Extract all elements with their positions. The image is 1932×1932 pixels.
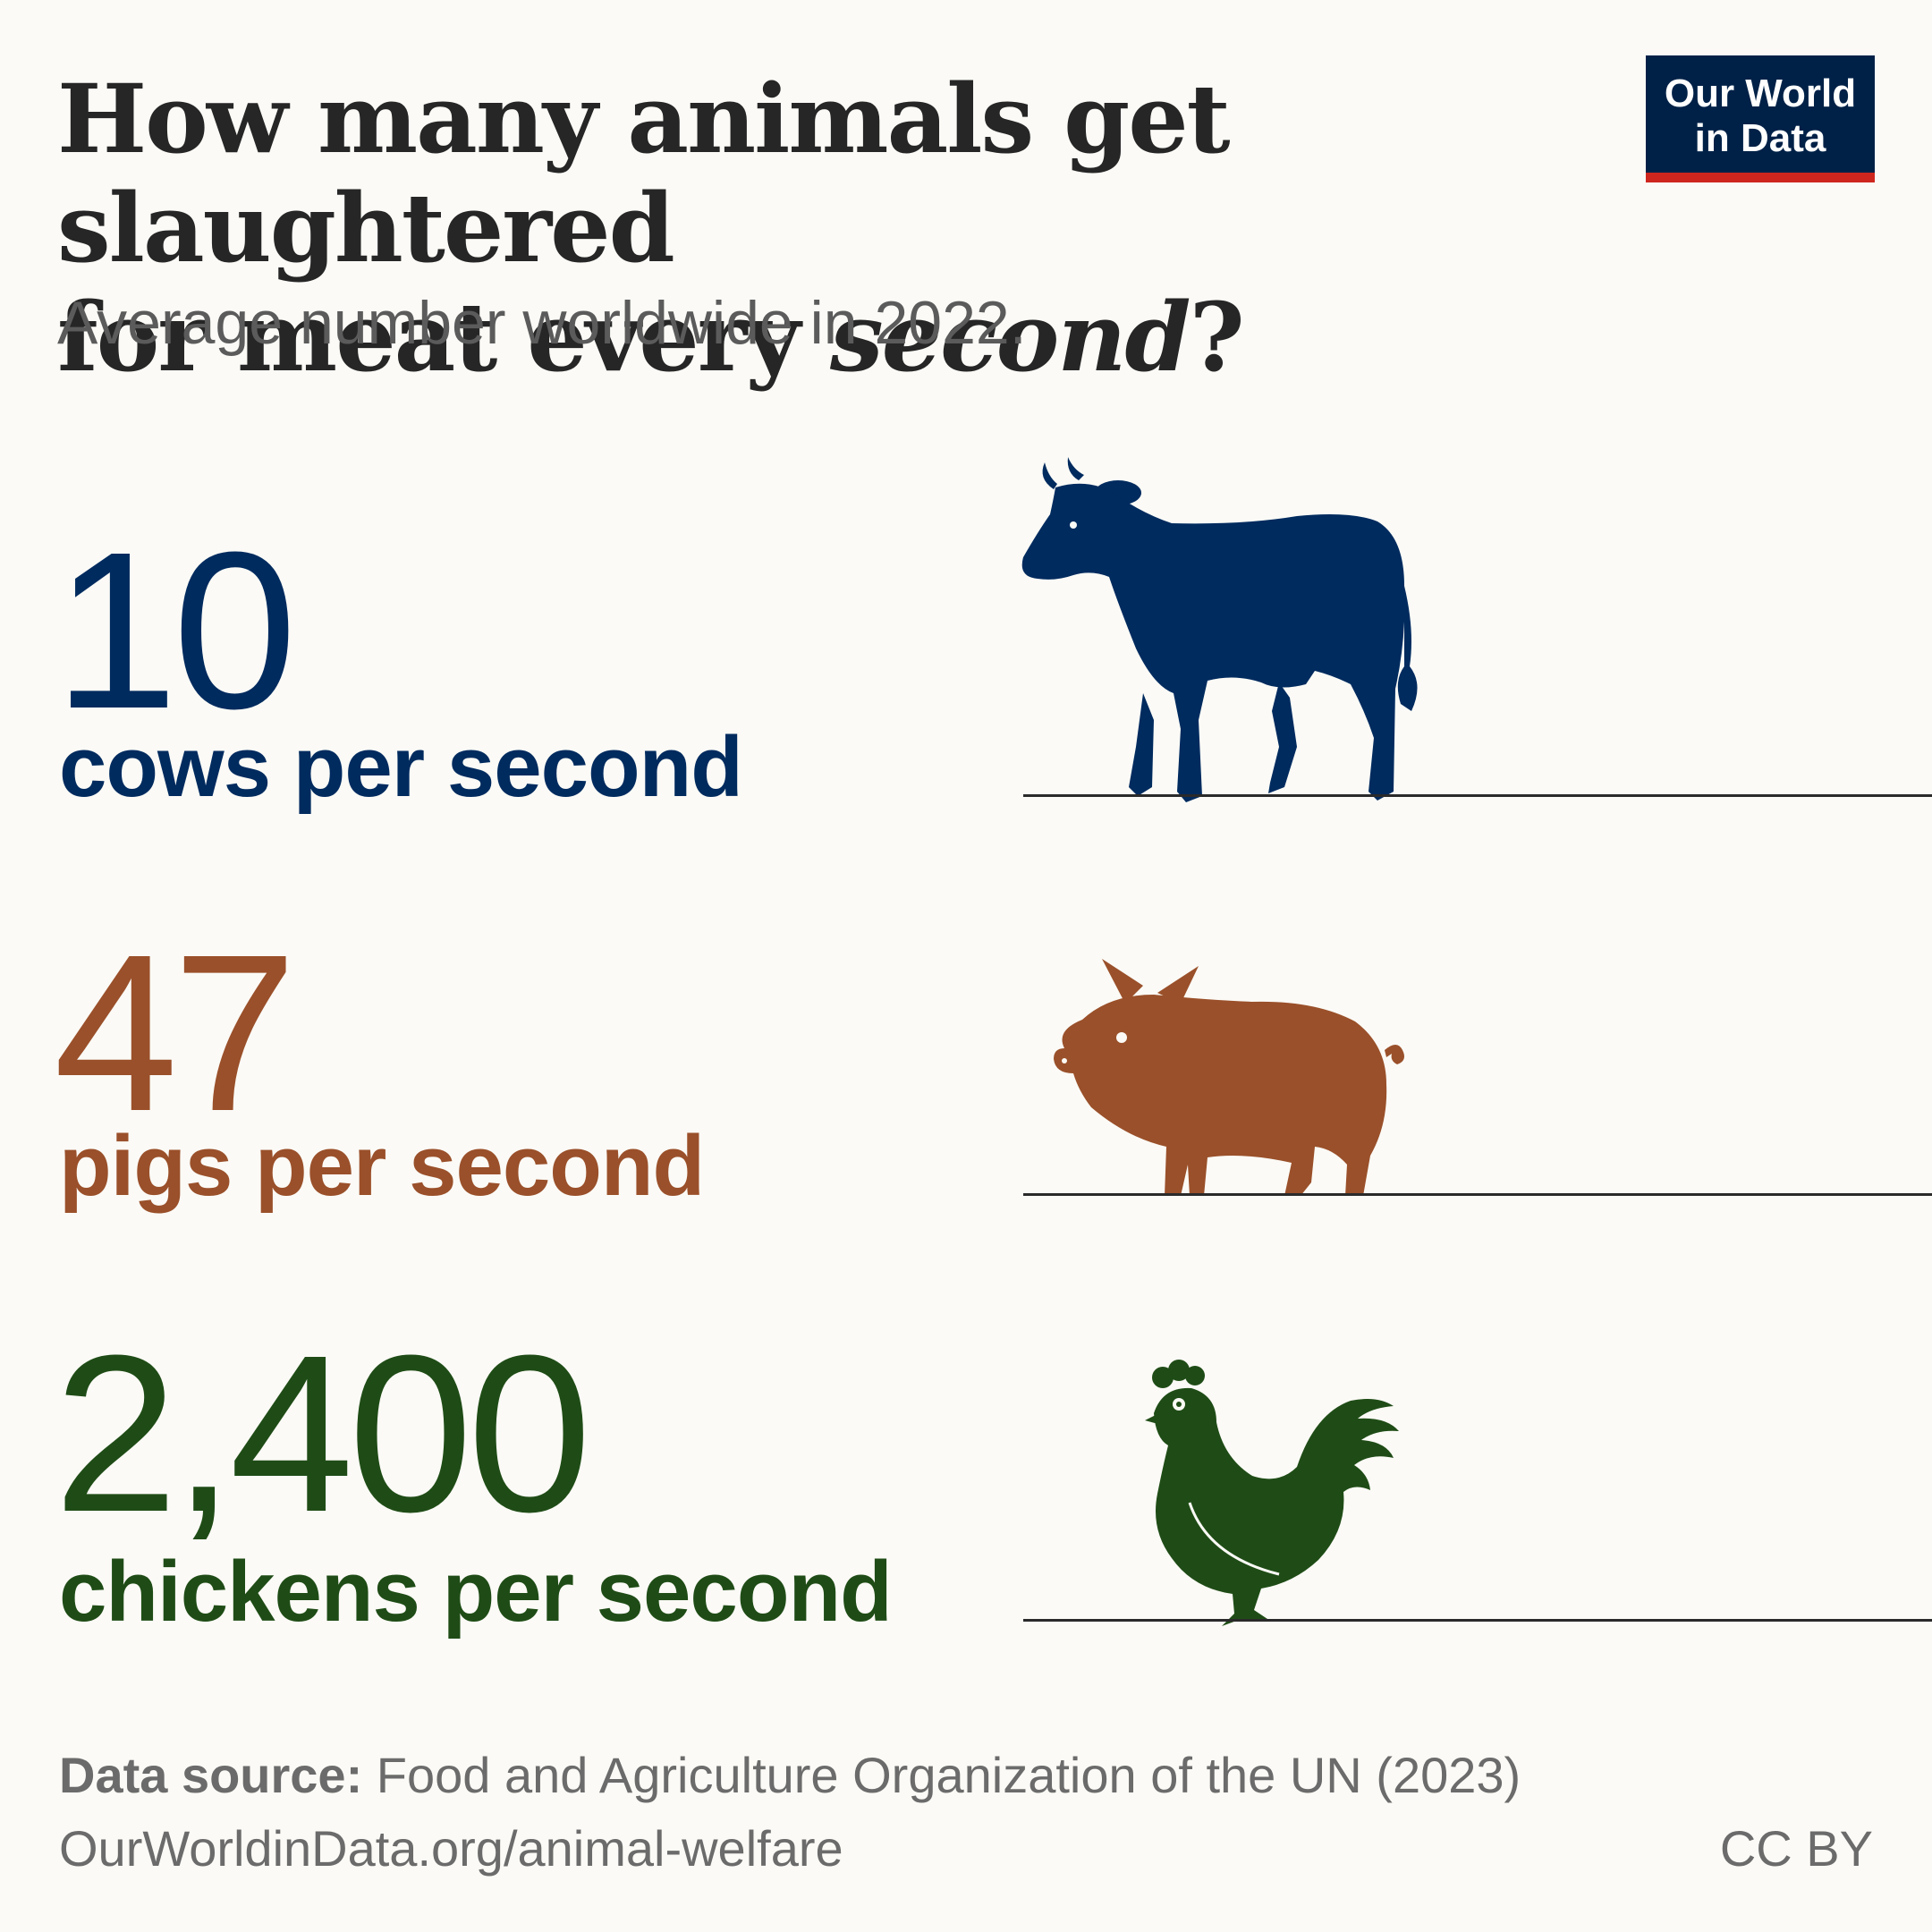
- logo-line-1: Our World: [1664, 72, 1857, 115]
- pig-value: 47: [54, 908, 297, 1157]
- pig-ground-line: [1023, 1193, 1932, 1196]
- source-text: Food and Agriculture Organization of the…: [362, 1747, 1521, 1803]
- chicken-unit-label: chickens per second: [59, 1544, 893, 1640]
- cow-icon: [1021, 457, 1418, 802]
- chicken-icon: [1145, 1360, 1399, 1626]
- chicken-ground-line: [1023, 1619, 1932, 1622]
- source-url-link[interactable]: OurWorldinData.org/animal-welfare: [59, 1820, 843, 1877]
- license-label: CC BY: [1719, 1820, 1873, 1877]
- title-line-2-post: ?: [1189, 281, 1245, 393]
- title-emphasis: second: [830, 281, 1191, 393]
- cow-ground-line: [1023, 794, 1932, 797]
- logo-line-2: in Data: [1694, 116, 1826, 160]
- logo-red-bar: [1646, 173, 1875, 182]
- title-line-2-pre: for meat every: [57, 281, 831, 393]
- title-line-1: How many animals get slaughtered: [57, 63, 1231, 284]
- pig-unit-label: pigs per second: [59, 1118, 705, 1214]
- cow-value: 10: [54, 505, 297, 755]
- page-subtitle: Average number worldwide in 2022.: [57, 289, 1027, 357]
- chicken-value: 2,400: [54, 1309, 592, 1558]
- page-title: How many animals get slaughtered for meat…: [57, 64, 1578, 392]
- source-label: Data source:: [59, 1747, 363, 1803]
- cow-unit-label: cows per second: [59, 719, 743, 815]
- pig-icon: [1054, 959, 1404, 1196]
- owid-logo[interactable]: Our World in Data: [1646, 55, 1875, 182]
- data-source: Data source: Food and Agriculture Organi…: [59, 1746, 1521, 1804]
